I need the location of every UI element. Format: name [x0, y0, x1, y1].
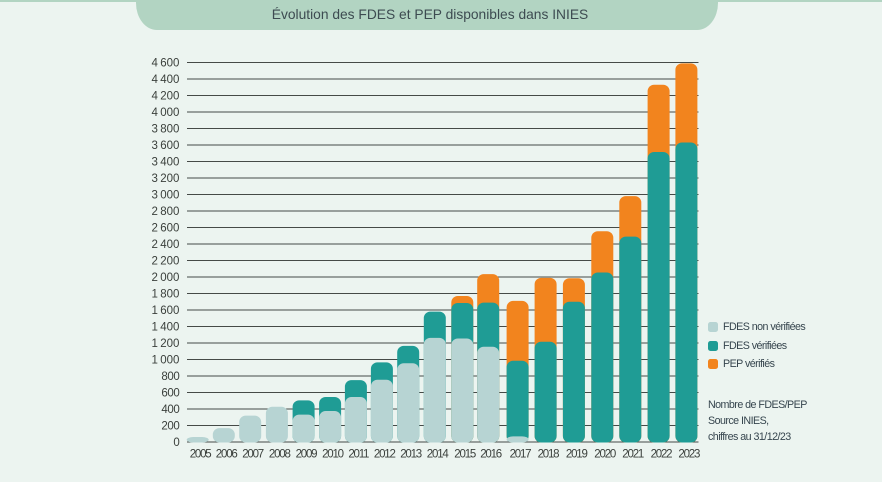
svg-text:2 400: 2 400	[152, 239, 180, 251]
svg-text:2016: 2016	[480, 449, 502, 461]
svg-text:2011: 2011	[348, 449, 369, 461]
svg-text:2009: 2009	[296, 449, 318, 461]
svg-text:2010: 2010	[322, 449, 344, 461]
svg-text:4 400: 4 400	[152, 74, 180, 86]
svg-text:2006: 2006	[216, 449, 238, 461]
svg-text:2 600: 2 600	[152, 223, 180, 235]
svg-text:2020: 2020	[594, 449, 616, 461]
svg-text:600: 600	[161, 388, 179, 400]
svg-text:1 200: 1 200	[152, 338, 180, 350]
svg-text:2021: 2021	[622, 449, 644, 461]
svg-text:2023: 2023	[678, 449, 700, 461]
svg-text:2 800: 2 800	[152, 206, 180, 218]
svg-text:3 400: 3 400	[152, 157, 180, 169]
svg-text:2014: 2014	[427, 449, 450, 461]
svg-text:2015: 2015	[454, 449, 476, 461]
svg-text:2013: 2013	[400, 449, 422, 461]
svg-text:400: 400	[161, 404, 179, 416]
svg-text:2007: 2007	[242, 449, 264, 461]
svg-text:2005: 2005	[190, 449, 212, 461]
svg-text:0: 0	[173, 437, 179, 449]
svg-text:4 200: 4 200	[152, 91, 180, 103]
svg-text:2017: 2017	[510, 449, 532, 461]
svg-text:1 400: 1 400	[152, 322, 180, 334]
svg-text:4 000: 4 000	[152, 107, 180, 119]
svg-text:4 600: 4 600	[152, 58, 180, 70]
svg-text:1 600: 1 600	[152, 305, 180, 317]
svg-text:2012: 2012	[374, 449, 396, 461]
svg-text:3 600: 3 600	[152, 140, 180, 152]
svg-text:2 000: 2 000	[152, 272, 180, 284]
svg-text:2018: 2018	[538, 449, 560, 461]
svg-text:3 800: 3 800	[152, 124, 180, 136]
svg-text:2022: 2022	[651, 449, 673, 461]
svg-text:200: 200	[161, 421, 179, 433]
svg-text:800: 800	[161, 371, 179, 383]
svg-text:3 000: 3 000	[152, 190, 180, 202]
svg-text:2019: 2019	[566, 449, 588, 461]
svg-text:1 000: 1 000	[152, 355, 180, 367]
svg-text:3 200: 3 200	[152, 173, 180, 185]
svg-text:2 200: 2 200	[152, 256, 180, 268]
svg-text:2008: 2008	[269, 449, 291, 461]
svg-text:1 800: 1 800	[152, 289, 180, 301]
